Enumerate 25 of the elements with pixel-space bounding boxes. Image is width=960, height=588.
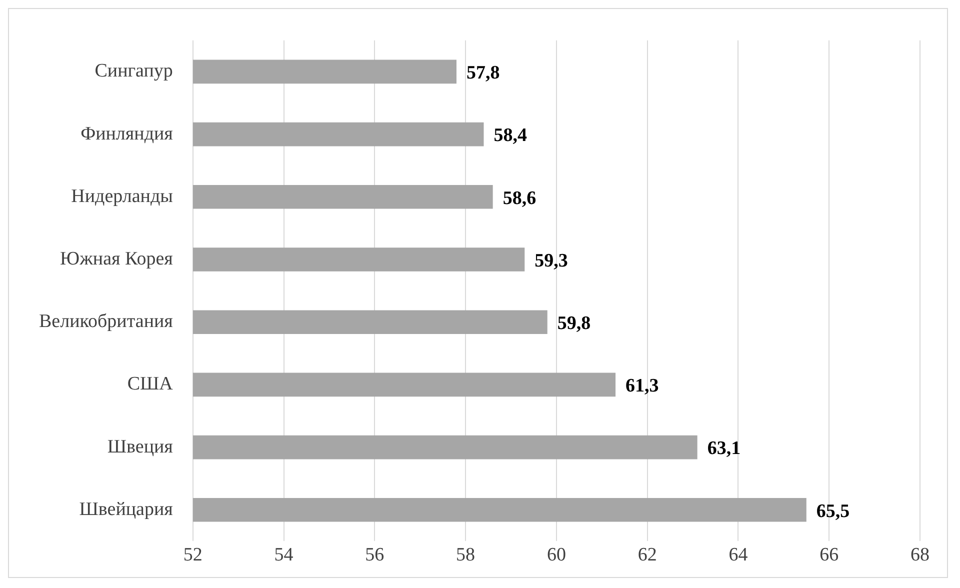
y-tick-label: Финляндия xyxy=(80,123,174,144)
y-tick-label: Великобритания xyxy=(38,311,174,332)
x-tick-label: 58 xyxy=(456,544,476,566)
x-tick-label: 64 xyxy=(728,544,748,566)
data-label: 61,3 xyxy=(626,376,659,397)
data-label: 58,4 xyxy=(494,125,528,146)
data-label: 59,8 xyxy=(557,313,591,334)
data-label: 58,6 xyxy=(502,188,536,209)
x-tick-label: 62 xyxy=(638,544,657,566)
data-label: 57,8 xyxy=(466,62,500,84)
data-label: 59,3 xyxy=(534,250,568,272)
x-tick-label: 66 xyxy=(820,544,839,566)
y-tick-label: Швейцария xyxy=(79,498,174,520)
y-tick-label: Сингапур xyxy=(94,60,173,82)
y-tick-label: США xyxy=(127,374,174,395)
x-tick-label: 60 xyxy=(546,544,566,566)
x-tick-label: 52 xyxy=(183,544,202,566)
x-tick-label: 68 xyxy=(910,544,930,566)
y-tick-label: Южная Корея xyxy=(60,248,174,270)
y-tick-label: Нидерланды xyxy=(71,186,174,207)
x-tick-label: 54 xyxy=(274,544,294,566)
x-tick-label: 56 xyxy=(365,544,384,566)
data-label: 65,5 xyxy=(816,500,850,522)
data-label: 63,1 xyxy=(707,438,741,460)
y-tick-label: Швеция xyxy=(107,436,174,458)
